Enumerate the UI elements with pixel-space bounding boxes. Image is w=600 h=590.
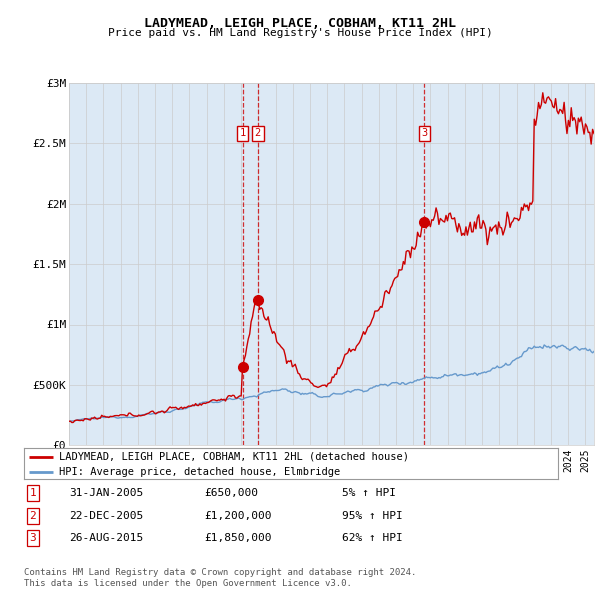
Text: 22-DEC-2005: 22-DEC-2005 (69, 511, 143, 520)
Text: LADYMEAD, LEIGH PLACE, COBHAM, KT11 2HL: LADYMEAD, LEIGH PLACE, COBHAM, KT11 2HL (144, 17, 456, 30)
Text: This data is licensed under the Open Government Licence v3.0.: This data is licensed under the Open Gov… (24, 579, 352, 588)
Text: 62% ↑ HPI: 62% ↑ HPI (342, 533, 403, 543)
Text: LADYMEAD, LEIGH PLACE, COBHAM, KT11 2HL (detached house): LADYMEAD, LEIGH PLACE, COBHAM, KT11 2HL … (59, 452, 409, 462)
Text: 26-AUG-2015: 26-AUG-2015 (69, 533, 143, 543)
Text: 1: 1 (29, 489, 37, 498)
Text: £650,000: £650,000 (204, 489, 258, 498)
Text: Price paid vs. HM Land Registry's House Price Index (HPI): Price paid vs. HM Land Registry's House … (107, 28, 493, 38)
Text: 5% ↑ HPI: 5% ↑ HPI (342, 489, 396, 498)
Text: 1: 1 (239, 129, 245, 139)
Text: 2: 2 (255, 129, 261, 139)
Text: 95% ↑ HPI: 95% ↑ HPI (342, 511, 403, 520)
Text: £1,850,000: £1,850,000 (204, 533, 271, 543)
Text: 2: 2 (29, 511, 37, 520)
Text: 31-JAN-2005: 31-JAN-2005 (69, 489, 143, 498)
Text: £1,200,000: £1,200,000 (204, 511, 271, 520)
Text: 3: 3 (421, 129, 428, 139)
Text: Contains HM Land Registry data © Crown copyright and database right 2024.: Contains HM Land Registry data © Crown c… (24, 568, 416, 577)
Text: HPI: Average price, detached house, Elmbridge: HPI: Average price, detached house, Elmb… (59, 467, 340, 477)
Text: 3: 3 (29, 533, 37, 543)
